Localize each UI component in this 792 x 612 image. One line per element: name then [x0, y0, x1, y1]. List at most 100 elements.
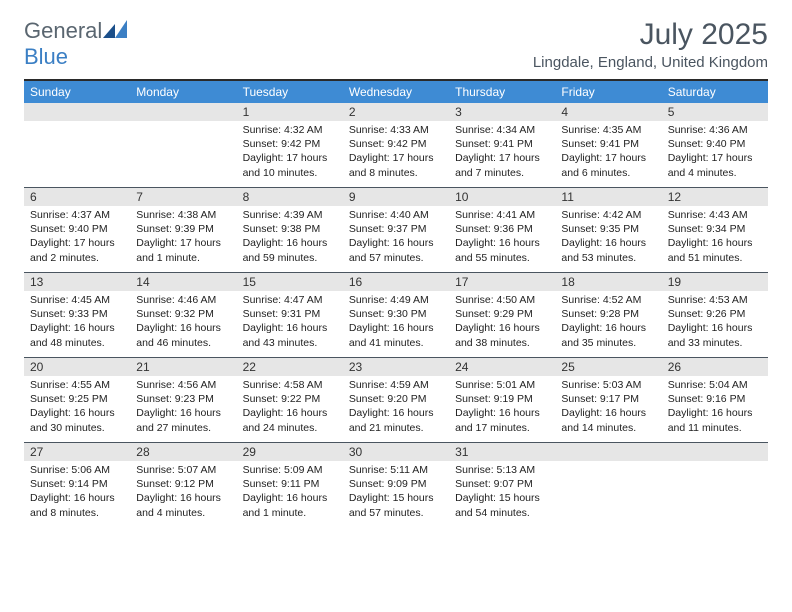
- location: Lingdale, England, United Kingdom: [533, 54, 768, 71]
- day-number: 31: [449, 443, 555, 461]
- day-content: Sunrise: 5:06 AMSunset: 9:14 PMDaylight:…: [24, 461, 130, 526]
- day-content: Sunrise: 4:46 AMSunset: 9:32 PMDaylight:…: [130, 291, 236, 356]
- sunset-text: Sunset: 9:29 PM: [455, 307, 549, 321]
- sunset-text: Sunset: 9:23 PM: [136, 392, 230, 406]
- sunrise-text: Sunrise: 4:47 AM: [243, 293, 337, 307]
- calendar-week: 13Sunrise: 4:45 AMSunset: 9:33 PMDayligh…: [24, 272, 768, 357]
- sunrise-text: Sunrise: 4:58 AM: [243, 378, 337, 392]
- calendar-day: 5Sunrise: 4:36 AMSunset: 9:40 PMDaylight…: [662, 103, 768, 187]
- daylight-text: Daylight: 16 hours and 4 minutes.: [136, 491, 230, 519]
- sunrise-text: Sunrise: 4:36 AM: [668, 123, 762, 137]
- calendar-day: 25Sunrise: 5:03 AMSunset: 9:17 PMDayligh…: [555, 358, 661, 442]
- sunset-text: Sunset: 9:16 PM: [668, 392, 762, 406]
- daylight-text: Daylight: 16 hours and 51 minutes.: [668, 236, 762, 264]
- sunset-text: Sunset: 9:42 PM: [349, 137, 443, 151]
- calendar-day: 23Sunrise: 4:59 AMSunset: 9:20 PMDayligh…: [343, 358, 449, 442]
- calendar-day: 7Sunrise: 4:38 AMSunset: 9:39 PMDaylight…: [130, 188, 236, 272]
- sunrise-text: Sunrise: 4:59 AM: [349, 378, 443, 392]
- brand-logo: GeneralBlue: [24, 18, 128, 70]
- day-content: [662, 461, 768, 469]
- day-content: Sunrise: 4:47 AMSunset: 9:31 PMDaylight:…: [237, 291, 343, 356]
- calendar-day: 19Sunrise: 4:53 AMSunset: 9:26 PMDayligh…: [662, 273, 768, 357]
- day-number: 14: [130, 273, 236, 291]
- day-content: Sunrise: 4:34 AMSunset: 9:41 PMDaylight:…: [449, 121, 555, 186]
- day-number: 15: [237, 273, 343, 291]
- day-number: 29: [237, 443, 343, 461]
- brand-part1: General: [24, 18, 102, 43]
- calendar-day: 24Sunrise: 5:01 AMSunset: 9:19 PMDayligh…: [449, 358, 555, 442]
- day-content: Sunrise: 5:04 AMSunset: 9:16 PMDaylight:…: [662, 376, 768, 441]
- sunrise-text: Sunrise: 5:04 AM: [668, 378, 762, 392]
- day-content: Sunrise: 4:38 AMSunset: 9:39 PMDaylight:…: [130, 206, 236, 271]
- daylight-text: Daylight: 16 hours and 30 minutes.: [30, 406, 124, 434]
- day-content: Sunrise: 4:32 AMSunset: 9:42 PMDaylight:…: [237, 121, 343, 186]
- day-number: 7: [130, 188, 236, 206]
- day-number: 25: [555, 358, 661, 376]
- daylight-text: Daylight: 17 hours and 4 minutes.: [668, 151, 762, 179]
- sunset-text: Sunset: 9:41 PM: [561, 137, 655, 151]
- calendar-week: 1Sunrise: 4:32 AMSunset: 9:42 PMDaylight…: [24, 103, 768, 187]
- calendar: Sunday Monday Tuesday Wednesday Thursday…: [24, 79, 768, 527]
- day-content: [130, 121, 236, 129]
- sunrise-text: Sunrise: 4:39 AM: [243, 208, 337, 222]
- day-number: [662, 443, 768, 461]
- day-number: 10: [449, 188, 555, 206]
- day-number: 17: [449, 273, 555, 291]
- sunrise-text: Sunrise: 4:49 AM: [349, 293, 443, 307]
- calendar-day: [24, 103, 130, 187]
- daylight-text: Daylight: 17 hours and 7 minutes.: [455, 151, 549, 179]
- calendar-day: [662, 443, 768, 527]
- daylight-text: Daylight: 16 hours and 46 minutes.: [136, 321, 230, 349]
- day-number: 30: [343, 443, 449, 461]
- calendar-day: 12Sunrise: 4:43 AMSunset: 9:34 PMDayligh…: [662, 188, 768, 272]
- sunset-text: Sunset: 9:39 PM: [136, 222, 230, 236]
- calendar-day: 21Sunrise: 4:56 AMSunset: 9:23 PMDayligh…: [130, 358, 236, 442]
- daylight-text: Daylight: 17 hours and 10 minutes.: [243, 151, 337, 179]
- calendar-day: 10Sunrise: 4:41 AMSunset: 9:36 PMDayligh…: [449, 188, 555, 272]
- daylight-text: Daylight: 16 hours and 11 minutes.: [668, 406, 762, 434]
- sunrise-text: Sunrise: 4:34 AM: [455, 123, 549, 137]
- sunrise-text: Sunrise: 4:33 AM: [349, 123, 443, 137]
- sunrise-text: Sunrise: 4:52 AM: [561, 293, 655, 307]
- sunrise-text: Sunrise: 5:11 AM: [349, 463, 443, 477]
- day-number: 23: [343, 358, 449, 376]
- day-content: Sunrise: 5:07 AMSunset: 9:12 PMDaylight:…: [130, 461, 236, 526]
- sunset-text: Sunset: 9:33 PM: [30, 307, 124, 321]
- sunrise-text: Sunrise: 5:03 AM: [561, 378, 655, 392]
- sunset-text: Sunset: 9:36 PM: [455, 222, 549, 236]
- sunset-text: Sunset: 9:38 PM: [243, 222, 337, 236]
- sunrise-text: Sunrise: 5:13 AM: [455, 463, 549, 477]
- daylight-text: Daylight: 16 hours and 17 minutes.: [455, 406, 549, 434]
- day-content: Sunrise: 4:33 AMSunset: 9:42 PMDaylight:…: [343, 121, 449, 186]
- day-content: Sunrise: 4:37 AMSunset: 9:40 PMDaylight:…: [24, 206, 130, 271]
- calendar-day: 11Sunrise: 4:42 AMSunset: 9:35 PMDayligh…: [555, 188, 661, 272]
- day-number: [130, 103, 236, 121]
- daylight-text: Daylight: 16 hours and 14 minutes.: [561, 406, 655, 434]
- sunset-text: Sunset: 9:40 PM: [668, 137, 762, 151]
- sunrise-text: Sunrise: 5:09 AM: [243, 463, 337, 477]
- calendar-day: 28Sunrise: 5:07 AMSunset: 9:12 PMDayligh…: [130, 443, 236, 527]
- daylight-text: Daylight: 16 hours and 8 minutes.: [30, 491, 124, 519]
- title-block: July 2025 Lingdale, England, United King…: [533, 18, 768, 71]
- day-content: Sunrise: 5:03 AMSunset: 9:17 PMDaylight:…: [555, 376, 661, 441]
- day-content: Sunrise: 4:41 AMSunset: 9:36 PMDaylight:…: [449, 206, 555, 271]
- day-content: [24, 121, 130, 129]
- day-content: Sunrise: 4:58 AMSunset: 9:22 PMDaylight:…: [237, 376, 343, 441]
- sunset-text: Sunset: 9:14 PM: [30, 477, 124, 491]
- daylight-text: Daylight: 17 hours and 6 minutes.: [561, 151, 655, 179]
- daylight-text: Daylight: 17 hours and 1 minute.: [136, 236, 230, 264]
- day-number: 28: [130, 443, 236, 461]
- daylight-text: Daylight: 16 hours and 38 minutes.: [455, 321, 549, 349]
- weekday-header: Wednesday: [343, 81, 449, 103]
- day-number: 3: [449, 103, 555, 121]
- sunrise-text: Sunrise: 4:46 AM: [136, 293, 230, 307]
- calendar-day: 22Sunrise: 4:58 AMSunset: 9:22 PMDayligh…: [237, 358, 343, 442]
- sunrise-text: Sunrise: 4:53 AM: [668, 293, 762, 307]
- sunset-text: Sunset: 9:30 PM: [349, 307, 443, 321]
- calendar-day: 18Sunrise: 4:52 AMSunset: 9:28 PMDayligh…: [555, 273, 661, 357]
- calendar-day: 3Sunrise: 4:34 AMSunset: 9:41 PMDaylight…: [449, 103, 555, 187]
- weekday-header: Sunday: [24, 81, 130, 103]
- day-number: [24, 103, 130, 121]
- calendar-day: 29Sunrise: 5:09 AMSunset: 9:11 PMDayligh…: [237, 443, 343, 527]
- sunrise-text: Sunrise: 4:56 AM: [136, 378, 230, 392]
